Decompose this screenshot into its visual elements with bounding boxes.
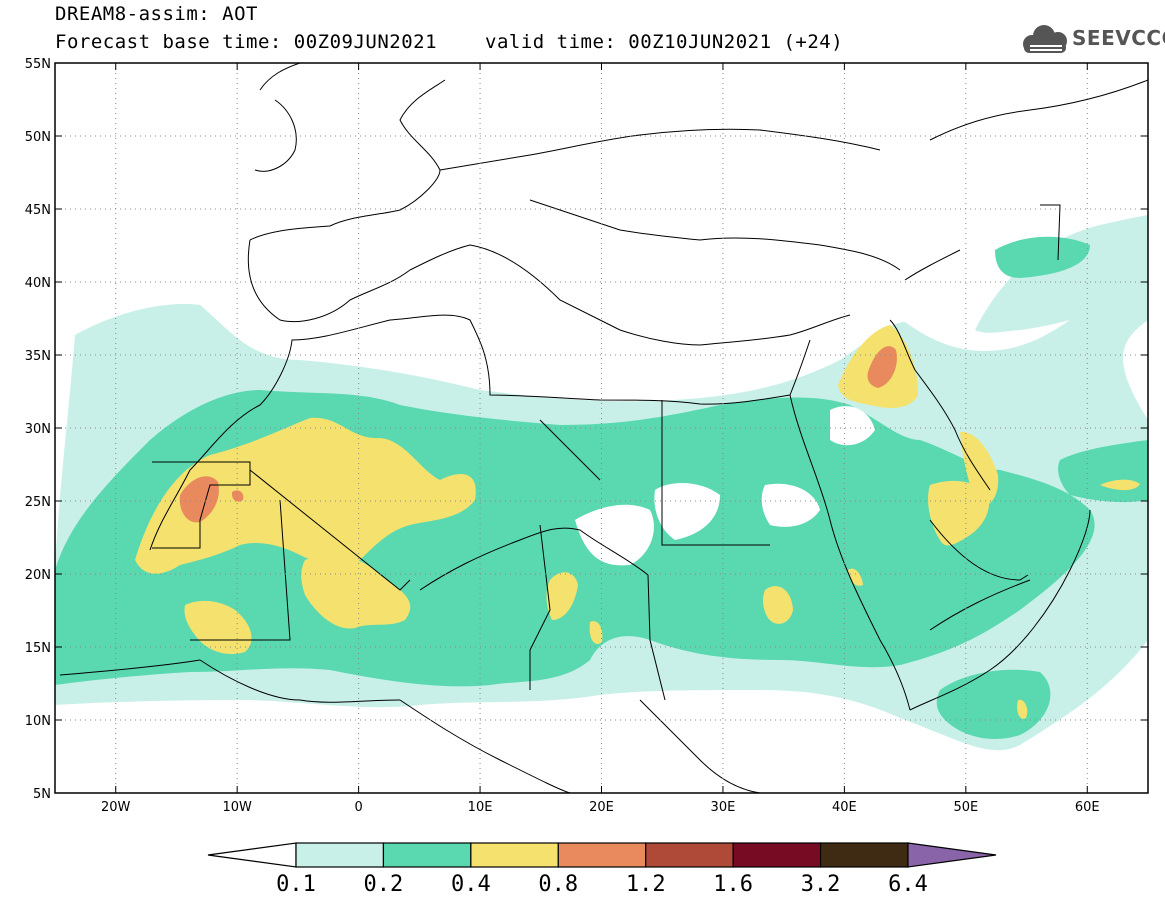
colorbar-swatch (732, 842, 822, 868)
colorbar-swatch (557, 842, 647, 868)
colorbar-label: 0.1 (276, 872, 316, 897)
colorbar-label: 1.2 (626, 872, 666, 897)
colorbar-swatch (382, 842, 472, 868)
colorbar-over-triangle (907, 842, 997, 868)
europe-coastline (247, 63, 1148, 346)
lat-tick-label: 15N (25, 641, 51, 656)
map-axes: 20W 10W 0 10E 20E 30E 40E 50E 60E 5N 10N 15N 20N 25N 3… (25, 57, 1148, 815)
lon-tick-label: 10W (222, 800, 252, 815)
colorbar-swatch (819, 842, 909, 868)
lat-tick-label: 40N (25, 276, 51, 291)
lat-tick-label: 30N (25, 422, 51, 437)
colorbar-swatch (295, 842, 385, 868)
map-title: DREAM8-assim: AOT (55, 3, 258, 25)
lon-tick-label: 20W (101, 800, 131, 815)
cloud-logo-icon (1023, 25, 1067, 53)
lon-tick-label: 0 (354, 800, 362, 815)
valid-time: valid time: 00Z10JUN2021 (+24) (485, 31, 844, 53)
colorbar-label: 0.4 (451, 872, 491, 897)
colorbar-under-triangle (207, 842, 297, 868)
lon-tick-label: 20E (589, 800, 614, 815)
lon-tick-label: 50E (953, 800, 978, 815)
lat-tick-label: 20N (25, 568, 51, 583)
colorbar-swatch (645, 842, 734, 868)
lat-tick-label: 10N (25, 714, 51, 729)
colorbar-label: 0.2 (364, 872, 404, 897)
lat-tick-label: 35N (25, 349, 51, 364)
lon-tick-label: 40E (832, 800, 857, 815)
aot-low-areas (575, 406, 875, 566)
lon-tick-label: 10E (468, 800, 493, 815)
colorbar-label: 1.6 (713, 872, 753, 897)
lon-tick-label: 30E (711, 800, 736, 815)
country-borders (59, 204, 1091, 793)
lon-tick-label: 60E (1075, 800, 1100, 815)
lat-tick-label: 5N (33, 787, 51, 802)
forecast-base-time: Forecast base time: 00Z09JUN2021 (55, 31, 438, 53)
colorbar-label: 6.4 (888, 872, 928, 897)
logo-text: SEEVCCC (1072, 26, 1165, 50)
colorbar: 0.1 0.2 0.4 0.8 1.2 1.6 3.2 6.4 (207, 842, 997, 897)
colorbar-label: 3.2 (801, 872, 841, 897)
lat-tick-label: 55N (25, 57, 51, 72)
lat-tick-label: 25N (25, 495, 51, 510)
graticule (55, 62, 1148, 794)
aot-field (55, 215, 1148, 751)
colorbar-label: 0.8 (538, 872, 578, 897)
lat-tick-label: 50N (25, 130, 51, 145)
colorbar-swatch (470, 842, 559, 868)
lat-tick-label: 45N (25, 203, 51, 218)
